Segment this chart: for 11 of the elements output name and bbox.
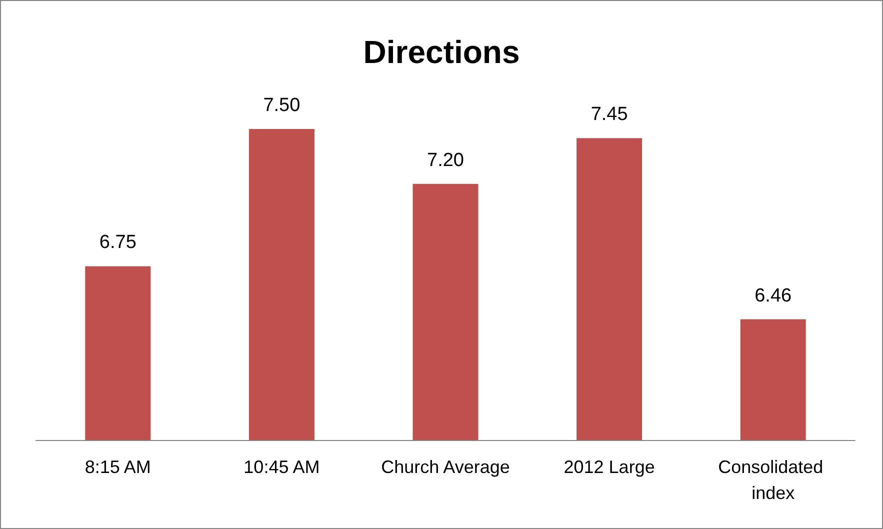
x-tick-label: Consolidated index [718, 457, 828, 503]
x-tick-label: Church Average [381, 457, 510, 477]
chart-title: Directions [363, 34, 520, 70]
data-label: 7.20 [427, 150, 464, 171]
data-label: 7.50 [263, 95, 300, 116]
data-label: 6.46 [754, 285, 792, 306]
data-label: 6.75 [99, 232, 136, 254]
x-tick-label: 2012 Large [564, 457, 655, 477]
x-tick-label: 8:15 AM [84, 457, 151, 477]
x-tick-label: 10:45 AM [244, 457, 320, 477]
data-label: 7.45 [590, 104, 628, 126]
